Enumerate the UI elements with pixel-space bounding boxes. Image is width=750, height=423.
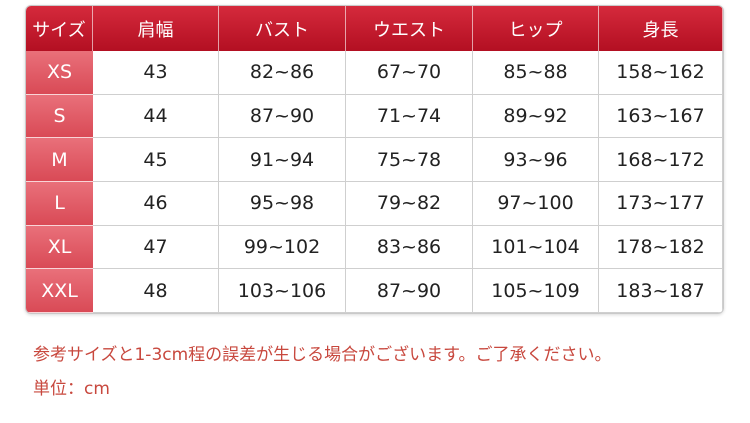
size-cell: XXL <box>26 269 93 313</box>
table-cell: 168~172 <box>599 138 723 182</box>
note: 参考サイズと1-3cm程の誤差が生じる場合がございます。ご了承ください。 <box>33 345 612 365</box>
size-table: サイズ 肩幅 バスト ウエスト ヒップ 身長 XS 43 82~86 67~70 85~88 158~… <box>25 5 724 314</box>
unit-note: 単位：cm <box>33 379 110 399</box>
table-cell: 105~109 <box>473 269 599 313</box>
table-cell: 99~102 <box>219 225 346 270</box>
table-cell: 158~162 <box>599 51 723 95</box>
table-cell: 89~92 <box>473 94 599 139</box>
table-cell: 91~94 <box>219 138 346 182</box>
table-cell: 95~98 <box>219 182 346 226</box>
header-cell: ウエスト <box>346 6 473 51</box>
header-cell: 肩幅 <box>93 6 219 51</box>
table-cell: 83~86 <box>346 225 473 270</box>
header-cell: サイズ <box>26 6 93 51</box>
table-cell: 71~74 <box>346 94 473 139</box>
header-cell: ヒップ <box>473 6 599 51</box>
table-cell: 85~88 <box>473 51 599 95</box>
table-cell: 87~90 <box>219 94 346 139</box>
size-cell: S <box>26 94 93 139</box>
table-cell: 45 <box>93 138 219 182</box>
table-cell: 101~104 <box>473 225 599 270</box>
table-cell: 82~86 <box>219 51 346 95</box>
table-cell: 43 <box>93 51 219 95</box>
size-cell: L <box>26 182 93 226</box>
table-cell: 75~78 <box>346 138 473 182</box>
table-cell: 183~187 <box>599 269 723 313</box>
size-cell: XS <box>26 51 93 95</box>
table-cell: 47 <box>93 225 219 270</box>
table-cell: 103~106 <box>219 269 346 313</box>
size-cell: XL <box>26 225 93 270</box>
table-cell: 48 <box>93 269 219 313</box>
table-cell: 163~167 <box>599 94 723 139</box>
table-cell: 178~182 <box>599 225 723 270</box>
table-cell: 46 <box>93 182 219 226</box>
table-cell: 79~82 <box>346 182 473 226</box>
table-cell: 44 <box>93 94 219 139</box>
table-cell: 87~90 <box>346 269 473 313</box>
header-cell: 身長 <box>599 6 723 51</box>
header-cell: バスト <box>219 6 346 51</box>
table-cell: 97~100 <box>473 182 599 226</box>
table-cell: 93~96 <box>473 138 599 182</box>
table-cell: 173~177 <box>599 182 723 226</box>
size-cell: M <box>26 138 93 182</box>
table-cell: 67~70 <box>346 51 473 95</box>
